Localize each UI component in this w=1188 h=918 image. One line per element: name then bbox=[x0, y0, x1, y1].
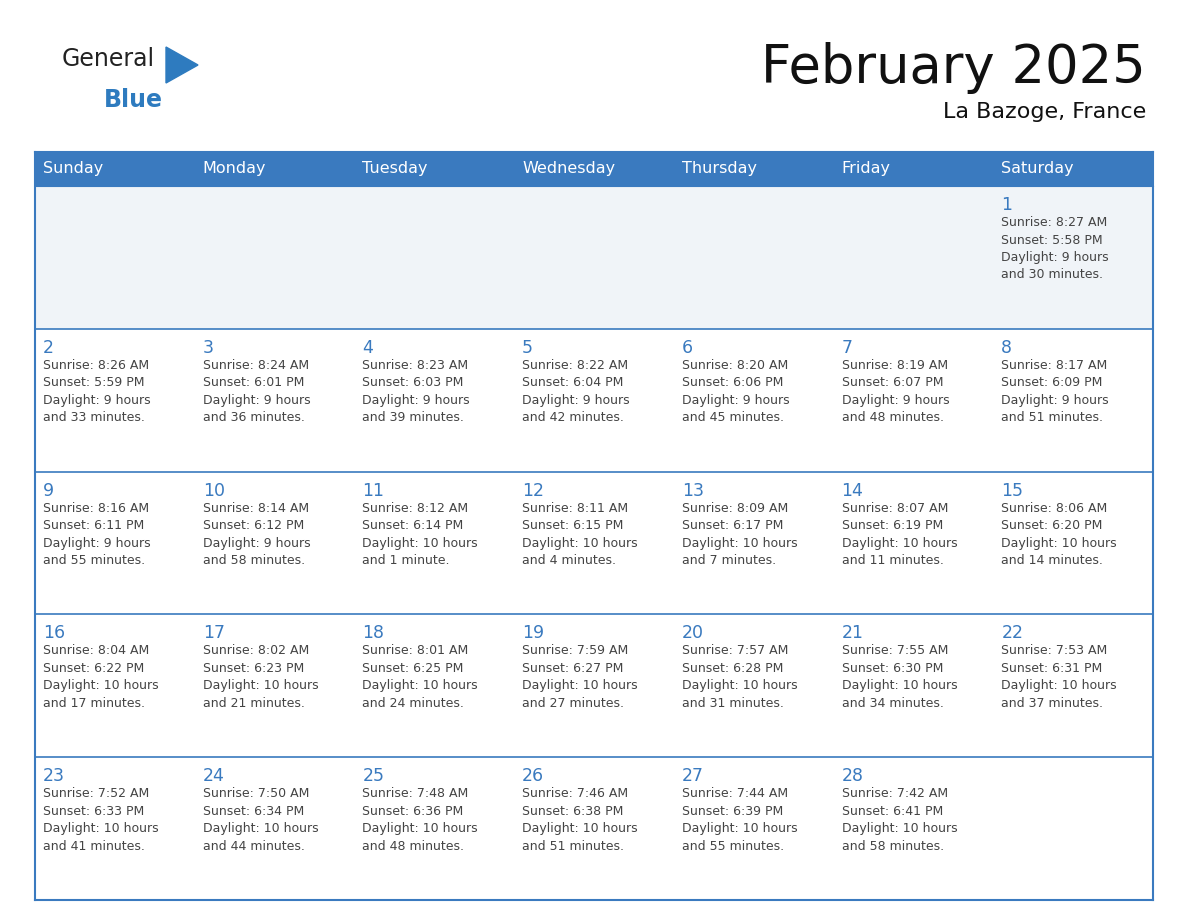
Text: Sunrise: 7:48 AM
Sunset: 6:36 PM
Daylight: 10 hours
and 48 minutes.: Sunrise: 7:48 AM Sunset: 6:36 PM Dayligh… bbox=[362, 788, 478, 853]
Text: Sunrise: 8:26 AM
Sunset: 5:59 PM
Daylight: 9 hours
and 33 minutes.: Sunrise: 8:26 AM Sunset: 5:59 PM Dayligh… bbox=[43, 359, 151, 424]
Text: 17: 17 bbox=[203, 624, 225, 643]
Text: 25: 25 bbox=[362, 767, 385, 785]
Text: Sunrise: 8:23 AM
Sunset: 6:03 PM
Daylight: 9 hours
and 39 minutes.: Sunrise: 8:23 AM Sunset: 6:03 PM Dayligh… bbox=[362, 359, 470, 424]
Text: Friday: Friday bbox=[841, 162, 891, 176]
Text: 19: 19 bbox=[523, 624, 544, 643]
Text: 24: 24 bbox=[203, 767, 225, 785]
Text: Sunrise: 8:02 AM
Sunset: 6:23 PM
Daylight: 10 hours
and 21 minutes.: Sunrise: 8:02 AM Sunset: 6:23 PM Dayligh… bbox=[203, 644, 318, 710]
Text: Sunrise: 7:55 AM
Sunset: 6:30 PM
Daylight: 10 hours
and 34 minutes.: Sunrise: 7:55 AM Sunset: 6:30 PM Dayligh… bbox=[841, 644, 958, 710]
Text: 7: 7 bbox=[841, 339, 853, 357]
Text: 22: 22 bbox=[1001, 624, 1023, 643]
Text: Blue: Blue bbox=[105, 88, 163, 112]
Text: 5: 5 bbox=[523, 339, 533, 357]
Text: 18: 18 bbox=[362, 624, 385, 643]
Text: Sunrise: 8:12 AM
Sunset: 6:14 PM
Daylight: 10 hours
and 1 minute.: Sunrise: 8:12 AM Sunset: 6:14 PM Dayligh… bbox=[362, 501, 478, 567]
Text: 15: 15 bbox=[1001, 482, 1023, 499]
Text: 2: 2 bbox=[43, 339, 53, 357]
Text: Sunrise: 8:24 AM
Sunset: 6:01 PM
Daylight: 9 hours
and 36 minutes.: Sunrise: 8:24 AM Sunset: 6:01 PM Dayligh… bbox=[203, 359, 310, 424]
Text: 21: 21 bbox=[841, 624, 864, 643]
Text: 1: 1 bbox=[1001, 196, 1012, 214]
Text: 3: 3 bbox=[203, 339, 214, 357]
Text: Monday: Monday bbox=[203, 162, 266, 176]
Text: Sunrise: 7:50 AM
Sunset: 6:34 PM
Daylight: 10 hours
and 44 minutes.: Sunrise: 7:50 AM Sunset: 6:34 PM Dayligh… bbox=[203, 788, 318, 853]
Text: Saturday: Saturday bbox=[1001, 162, 1074, 176]
Text: Sunday: Sunday bbox=[43, 162, 103, 176]
Text: 14: 14 bbox=[841, 482, 864, 499]
Text: Sunrise: 8:17 AM
Sunset: 6:09 PM
Daylight: 9 hours
and 51 minutes.: Sunrise: 8:17 AM Sunset: 6:09 PM Dayligh… bbox=[1001, 359, 1108, 424]
Bar bbox=[34, 472, 1154, 614]
Text: 10: 10 bbox=[203, 482, 225, 499]
Text: 9: 9 bbox=[43, 482, 55, 499]
Text: Sunrise: 7:52 AM
Sunset: 6:33 PM
Daylight: 10 hours
and 41 minutes.: Sunrise: 7:52 AM Sunset: 6:33 PM Dayligh… bbox=[43, 788, 159, 853]
Text: 4: 4 bbox=[362, 339, 373, 357]
Text: 23: 23 bbox=[43, 767, 65, 785]
Text: Sunrise: 8:09 AM
Sunset: 6:17 PM
Daylight: 10 hours
and 7 minutes.: Sunrise: 8:09 AM Sunset: 6:17 PM Dayligh… bbox=[682, 501, 797, 567]
Text: Sunrise: 7:57 AM
Sunset: 6:28 PM
Daylight: 10 hours
and 31 minutes.: Sunrise: 7:57 AM Sunset: 6:28 PM Dayligh… bbox=[682, 644, 797, 710]
Bar bbox=[34, 757, 1154, 900]
Text: Sunrise: 8:22 AM
Sunset: 6:04 PM
Daylight: 9 hours
and 42 minutes.: Sunrise: 8:22 AM Sunset: 6:04 PM Dayligh… bbox=[523, 359, 630, 424]
Text: Sunrise: 7:44 AM
Sunset: 6:39 PM
Daylight: 10 hours
and 55 minutes.: Sunrise: 7:44 AM Sunset: 6:39 PM Dayligh… bbox=[682, 788, 797, 853]
Text: Sunrise: 8:16 AM
Sunset: 6:11 PM
Daylight: 9 hours
and 55 minutes.: Sunrise: 8:16 AM Sunset: 6:11 PM Dayligh… bbox=[43, 501, 151, 567]
Text: Sunrise: 8:11 AM
Sunset: 6:15 PM
Daylight: 10 hours
and 4 minutes.: Sunrise: 8:11 AM Sunset: 6:15 PM Dayligh… bbox=[523, 501, 638, 567]
Bar bbox=[34, 614, 1154, 757]
Polygon shape bbox=[166, 47, 198, 83]
Text: Sunrise: 8:01 AM
Sunset: 6:25 PM
Daylight: 10 hours
and 24 minutes.: Sunrise: 8:01 AM Sunset: 6:25 PM Dayligh… bbox=[362, 644, 478, 710]
Text: Sunrise: 8:14 AM
Sunset: 6:12 PM
Daylight: 9 hours
and 58 minutes.: Sunrise: 8:14 AM Sunset: 6:12 PM Dayligh… bbox=[203, 501, 310, 567]
Text: Sunrise: 7:53 AM
Sunset: 6:31 PM
Daylight: 10 hours
and 37 minutes.: Sunrise: 7:53 AM Sunset: 6:31 PM Dayligh… bbox=[1001, 644, 1117, 710]
Text: February 2025: February 2025 bbox=[762, 42, 1146, 94]
Text: Sunrise: 8:06 AM
Sunset: 6:20 PM
Daylight: 10 hours
and 14 minutes.: Sunrise: 8:06 AM Sunset: 6:20 PM Dayligh… bbox=[1001, 501, 1117, 567]
Text: Sunrise: 7:42 AM
Sunset: 6:41 PM
Daylight: 10 hours
and 58 minutes.: Sunrise: 7:42 AM Sunset: 6:41 PM Dayligh… bbox=[841, 788, 958, 853]
Text: 12: 12 bbox=[523, 482, 544, 499]
Text: Sunrise: 8:27 AM
Sunset: 5:58 PM
Daylight: 9 hours
and 30 minutes.: Sunrise: 8:27 AM Sunset: 5:58 PM Dayligh… bbox=[1001, 216, 1108, 282]
Bar bbox=[34, 329, 1154, 472]
Text: 13: 13 bbox=[682, 482, 703, 499]
Text: Sunrise: 8:20 AM
Sunset: 6:06 PM
Daylight: 9 hours
and 45 minutes.: Sunrise: 8:20 AM Sunset: 6:06 PM Dayligh… bbox=[682, 359, 790, 424]
Text: 16: 16 bbox=[43, 624, 65, 643]
Text: La Bazoge, France: La Bazoge, France bbox=[943, 102, 1146, 122]
Text: Wednesday: Wednesday bbox=[523, 162, 615, 176]
Bar bbox=[34, 152, 1154, 186]
Text: Sunrise: 7:59 AM
Sunset: 6:27 PM
Daylight: 10 hours
and 27 minutes.: Sunrise: 7:59 AM Sunset: 6:27 PM Dayligh… bbox=[523, 644, 638, 710]
Text: Sunrise: 7:46 AM
Sunset: 6:38 PM
Daylight: 10 hours
and 51 minutes.: Sunrise: 7:46 AM Sunset: 6:38 PM Dayligh… bbox=[523, 788, 638, 853]
Text: Sunrise: 8:04 AM
Sunset: 6:22 PM
Daylight: 10 hours
and 17 minutes.: Sunrise: 8:04 AM Sunset: 6:22 PM Dayligh… bbox=[43, 644, 159, 710]
Text: Sunrise: 8:07 AM
Sunset: 6:19 PM
Daylight: 10 hours
and 11 minutes.: Sunrise: 8:07 AM Sunset: 6:19 PM Dayligh… bbox=[841, 501, 958, 567]
Text: 28: 28 bbox=[841, 767, 864, 785]
Text: General: General bbox=[62, 47, 156, 71]
Text: 26: 26 bbox=[523, 767, 544, 785]
Text: 6: 6 bbox=[682, 339, 693, 357]
Text: 27: 27 bbox=[682, 767, 703, 785]
Bar bbox=[34, 186, 1154, 329]
Text: Sunrise: 8:19 AM
Sunset: 6:07 PM
Daylight: 9 hours
and 48 minutes.: Sunrise: 8:19 AM Sunset: 6:07 PM Dayligh… bbox=[841, 359, 949, 424]
Text: 8: 8 bbox=[1001, 339, 1012, 357]
Text: Tuesday: Tuesday bbox=[362, 162, 428, 176]
Text: 20: 20 bbox=[682, 624, 703, 643]
Text: Thursday: Thursday bbox=[682, 162, 757, 176]
Text: 11: 11 bbox=[362, 482, 385, 499]
